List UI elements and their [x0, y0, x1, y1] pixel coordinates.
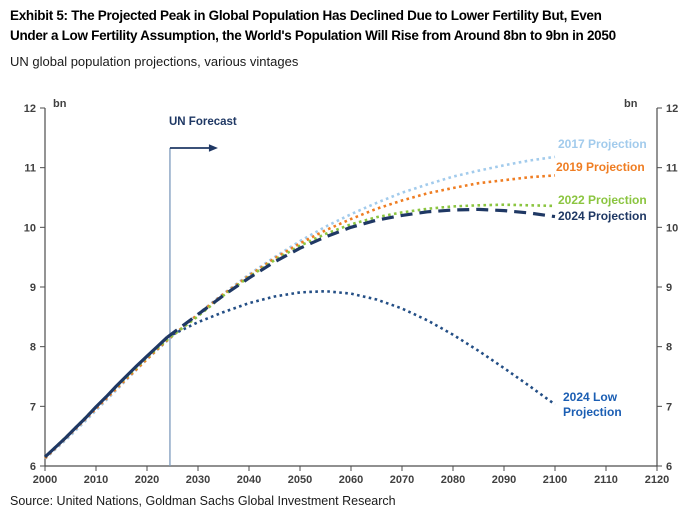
series-historical: [43, 335, 169, 459]
left-axis-tick-label: 9: [30, 282, 36, 294]
left-axis-tick-label: 11: [24, 163, 36, 175]
x-axis-tick-label: 2090: [492, 474, 516, 486]
series-2017-projection: [44, 155, 556, 460]
x-axis-tick-label: 2000: [33, 474, 57, 486]
legend-2024-low-projection: 2024 Low Projection: [563, 390, 622, 419]
right-axis-tick-label: 6: [666, 461, 672, 473]
left-axis-tick-label: 7: [30, 401, 36, 413]
legend-2024-projection: 2024 Projection: [558, 209, 647, 223]
right-axis-unit-label: bn: [624, 98, 638, 110]
legend-2019-projection: 2019 Projection: [556, 160, 645, 174]
x-axis-tick-label: 2040: [237, 474, 261, 486]
right-axis-tick-label: 9: [666, 282, 672, 294]
un-forecast-annotation: UN Forecast: [169, 116, 237, 128]
exhibit-title-line1: Exhibit 5: The Projected Peak in Global …: [10, 8, 602, 23]
legend-2022-projection: 2022 Projection: [558, 193, 647, 207]
series-2024-low-projection: [166, 289, 556, 406]
x-axis-tick-label: 2030: [186, 474, 210, 486]
left-axis-tick-label: 6: [30, 461, 36, 473]
chart-subtitle: UN global population projections, variou…: [10, 54, 299, 69]
left-axis-tick-label: 12: [24, 103, 36, 115]
source-note: Source: United Nations, Goldman Sachs Gl…: [10, 494, 396, 508]
x-axis-tick-label: 2060: [339, 474, 363, 486]
legend-2017-projection: 2017 Projection: [558, 137, 647, 151]
left-axis-unit-label: bn: [53, 98, 67, 110]
x-axis-tick-label: 2070: [390, 474, 414, 486]
x-axis-tick-label: 2080: [441, 474, 465, 486]
x-axis-tick-label: 2020: [135, 474, 159, 486]
right-axis-tick-label: 8: [666, 342, 672, 354]
x-axis-tick-label: 2010: [84, 474, 108, 486]
right-axis-tick-label: 12: [666, 103, 678, 115]
x-axis-tick-label: 2110: [594, 474, 618, 486]
right-axis-tick-label: 11: [666, 163, 678, 175]
exhibit-title-line2: Under a Low Fertility Assumption, the Wo…: [10, 28, 616, 43]
population-projection-chart: 6 6 7 7 8 8 9 9 10 10 11 11 12 12 2000 2010 2020 2030 2040…: [0, 86, 691, 492]
forecast-arrow-head: [208, 144, 218, 152]
left-axis-tick-label: 10: [24, 222, 36, 234]
right-axis-tick-label: 10: [666, 222, 678, 234]
series-2024-projection: [166, 207, 556, 339]
left-axis-tick-label: 8: [30, 342, 36, 354]
x-axis-tick-label: 2050: [288, 474, 312, 486]
series-2022-projection: [44, 203, 556, 458]
series-2019-projection: [44, 174, 556, 460]
x-axis-tick-label: 2120: [645, 474, 669, 486]
x-axis-tick-label: 2100: [543, 474, 567, 486]
chart-canvas: 6 6 7 7 8 8 9 9 10 10 11 11 12 12 2000 2010 2020 2030 2040…: [24, 103, 679, 486]
right-axis-tick-label: 7: [666, 401, 672, 413]
